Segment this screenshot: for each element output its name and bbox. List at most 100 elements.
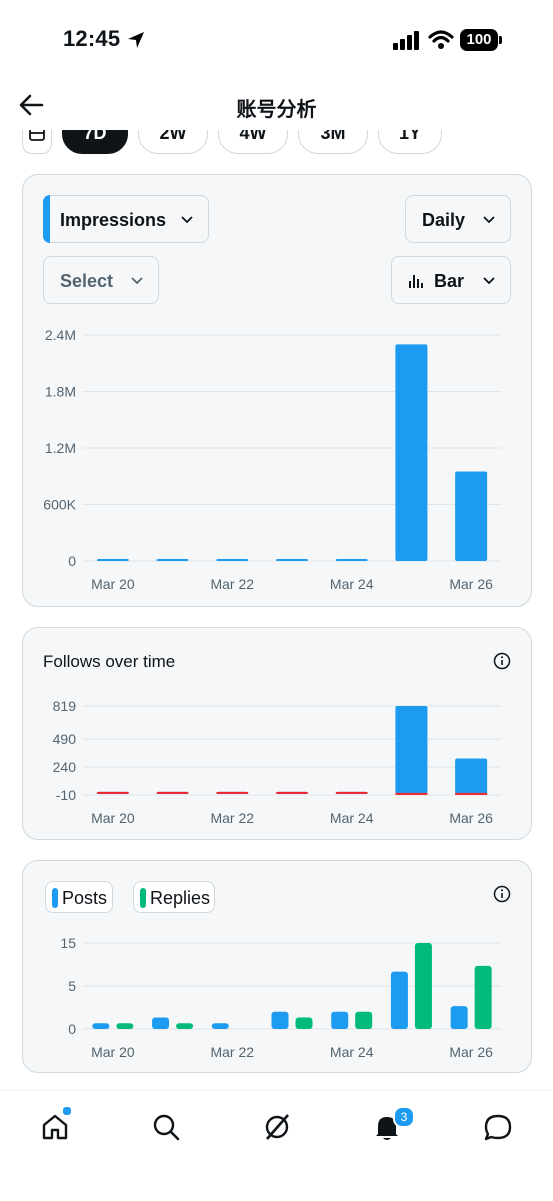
x-tick-label: Mar 24 (330, 576, 374, 592)
compare-label: Select (60, 271, 114, 291)
compare-dropdown[interactable]: Select (43, 256, 159, 304)
impressions-chart: 2.4M 1.8M 1.2M 600K 0 Mar 20 Mar 22 Mar 24 Mar 2… (43, 327, 501, 592)
chart-bar-negative (455, 792, 488, 795)
legend-posts[interactable]: Posts (45, 881, 113, 913)
chart-bar (152, 1017, 170, 1029)
legend-swatch-replies (140, 888, 146, 908)
chevron-down-icon (181, 216, 193, 224)
bar-chart-icon (409, 275, 423, 288)
range-2w[interactable]: 2W (138, 130, 208, 154)
follows-title: Follows over time (43, 652, 176, 671)
chart-bar (216, 559, 249, 561)
info-icon[interactable] (493, 652, 511, 670)
x-tick-label: Mar 24 (330, 810, 374, 826)
interval-dropdown[interactable]: Daily (405, 195, 511, 243)
messages-icon[interactable] (483, 1112, 513, 1142)
chart-type-label: Bar (434, 271, 465, 291)
follows-chart: 819 490 240 -10 Mar 20 Mar 22 Mar 24 Mar 26 (53, 698, 501, 826)
grok-icon[interactable] (262, 1112, 292, 1142)
chevron-down-icon (483, 277, 495, 285)
metric-color-accent (43, 195, 50, 243)
calendar-button[interactable] (22, 130, 52, 154)
chart-bar (96, 559, 129, 561)
x-tick-label: Mar 22 (210, 810, 254, 826)
range-7d[interactable]: 7D (62, 130, 128, 154)
y-tick-label: 1.2M (45, 440, 76, 456)
chart-bar (276, 791, 308, 794)
chart-type-dropdown[interactable]: Bar (391, 256, 511, 304)
chart-bar (390, 971, 408, 1029)
range-1y[interactable]: 1Y (378, 130, 442, 154)
calendar-icon (29, 130, 45, 141)
posts-replies-card: Posts Replies 15 5 0 Mar 20 Mar 22 Mar 24 Mar … (22, 860, 532, 1073)
legend-replies[interactable]: Replies (133, 881, 215, 913)
y-tick-label: 240 (53, 759, 77, 775)
x-tick-label: Mar 22 (210, 1044, 254, 1060)
chart-bar (295, 1017, 313, 1029)
x-tick-label: Mar 20 (91, 810, 135, 826)
home-icon[interactable] (40, 1112, 70, 1142)
chart-bar (211, 1023, 229, 1029)
legend-label-posts: Posts (62, 888, 108, 908)
chart-bar (450, 1006, 468, 1029)
chart-bar (216, 791, 249, 794)
posts-replies-chart: 15 5 0 Mar 20 Mar 22 Mar 24 Mar 26 (60, 935, 501, 1060)
y-tick-label: -10 (56, 787, 76, 803)
page-title: 账号分析 (236, 99, 317, 121)
info-icon[interactable] (493, 885, 511, 903)
chart-bar (156, 559, 189, 561)
chart-bar (331, 1011, 349, 1029)
location-arrow-icon (128, 32, 144, 48)
x-tick-label: Mar 26 (449, 810, 493, 826)
chevron-down-icon (483, 216, 495, 224)
x-tick-label: Mar 20 (91, 576, 135, 592)
notifications-bell-icon[interactable] (372, 1112, 402, 1142)
chart-bar (156, 791, 189, 794)
range-4w[interactable]: 4W (218, 130, 288, 154)
y-tick-label: 600K (43, 497, 76, 513)
chart-bar (455, 471, 488, 561)
chart-bar-negative (395, 792, 428, 795)
chart-bar (176, 1023, 194, 1029)
metric-label: Impressions (60, 210, 167, 230)
legend-swatch-posts (52, 888, 58, 908)
y-tick-label: 2.4M (45, 327, 76, 343)
time-range-selector: 7D 2W 4W 3M 1Y (0, 130, 553, 156)
chevron-down-icon (131, 277, 143, 285)
chart-bar (276, 559, 308, 561)
bottom-navigation (0, 1090, 553, 1201)
range-3m[interactable]: 3M (298, 130, 368, 154)
chart-bar (271, 1011, 289, 1029)
x-tick-label: Mar 20 (91, 1044, 135, 1060)
x-tick-label: Mar 26 (449, 576, 493, 592)
chart-bar (92, 1023, 110, 1029)
y-tick-label: 490 (53, 731, 77, 747)
search-icon[interactable] (151, 1112, 181, 1142)
metric-dropdown[interactable]: Impressions (43, 195, 209, 243)
top-bar: 账号分析 (0, 80, 553, 130)
notifications-badge: 3 (393, 1106, 415, 1128)
chart-bar (335, 791, 368, 794)
chart-bar (414, 943, 432, 1029)
chart-bar (355, 1011, 373, 1029)
y-tick-label: 15 (60, 935, 76, 951)
impressions-card: Impressions Daily Select Bar 2.4M 1.8M 1.2… (22, 174, 532, 607)
x-tick-label: Mar 26 (449, 1044, 493, 1060)
back-arrow-icon[interactable] (18, 92, 44, 118)
battery-nub (499, 36, 502, 44)
chart-bar (395, 344, 428, 561)
status-bar: 12:45 100 (0, 0, 553, 80)
legend-label-replies: Replies (150, 888, 211, 908)
y-tick-label: 0 (68, 1021, 76, 1037)
chart-bar (474, 965, 492, 1029)
y-tick-label: 819 (53, 698, 77, 714)
home-unread-dot (62, 1106, 72, 1116)
chart-bar (335, 559, 368, 561)
battery-indicator: 100 (460, 29, 498, 51)
status-time: 12:45 (63, 26, 121, 51)
chart-bar (116, 1023, 134, 1029)
wifi-icon (428, 30, 454, 49)
x-tick-label: Mar 24 (330, 1044, 374, 1060)
chart-bar (96, 791, 129, 794)
x-tick-label: Mar 22 (210, 576, 254, 592)
